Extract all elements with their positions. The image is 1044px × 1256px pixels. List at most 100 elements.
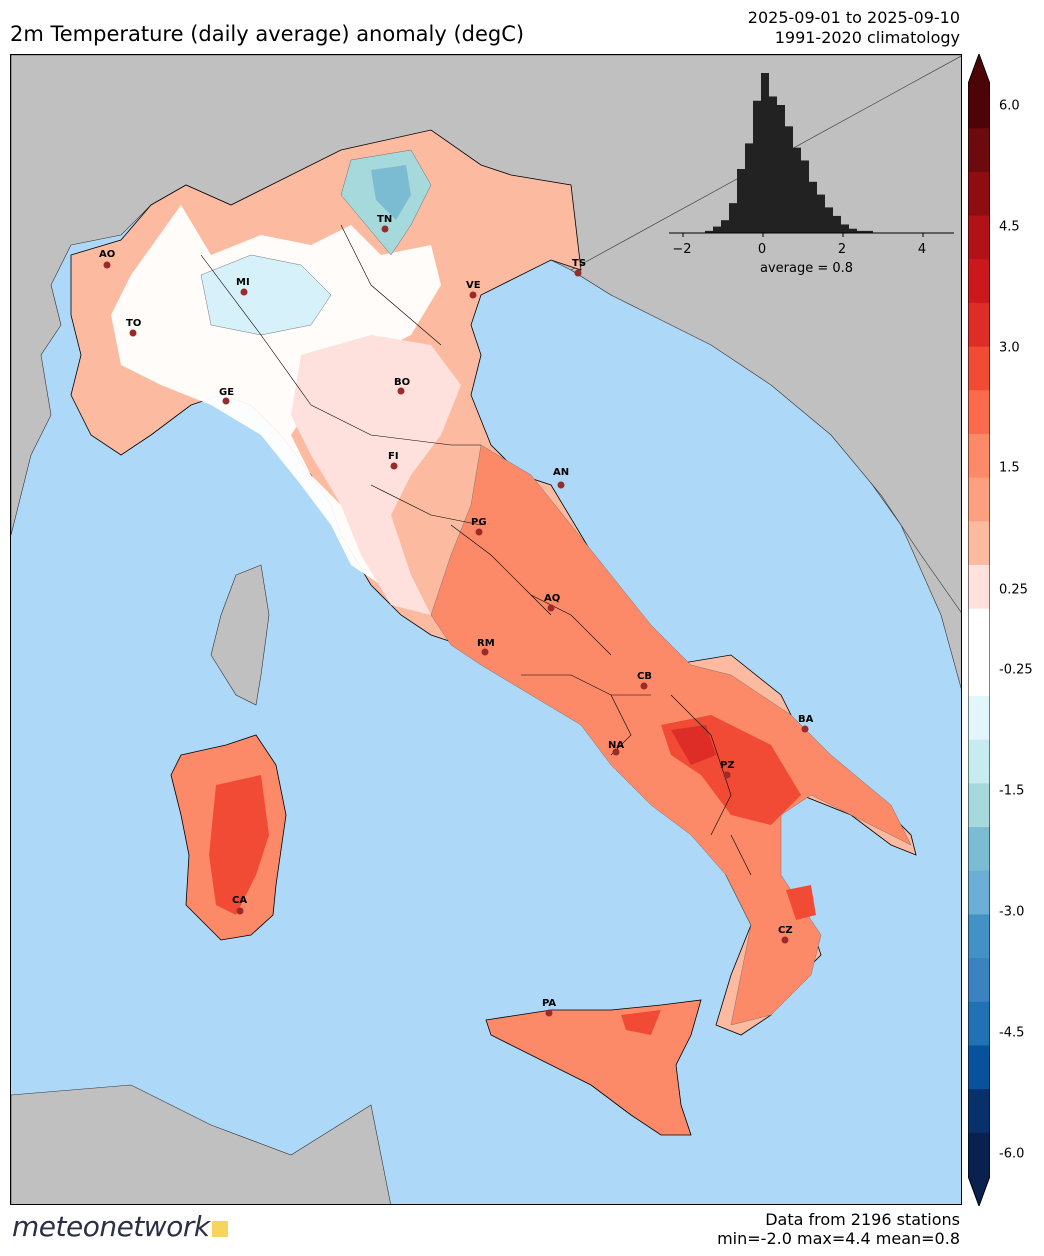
histogram-bar: [761, 73, 769, 233]
city-CB: CB: [637, 671, 652, 690]
colorbar-tick-label: -6.0: [999, 1146, 1025, 1162]
svg-text:CA: CA: [232, 895, 247, 906]
city-AO: AO: [99, 249, 115, 269]
city-GE: GE: [219, 387, 234, 405]
colorbar-segment: [968, 389, 990, 434]
period-range: 2025-09-01 to 2025-09-10: [747, 8, 960, 27]
city-CA: CA: [232, 895, 247, 915]
colorbar-segment: [968, 171, 990, 216]
histogram-bar: [849, 228, 857, 233]
colorbar-segment: [968, 520, 990, 565]
colorbar-segment: [968, 695, 990, 740]
anomaly-histogram: [669, 73, 954, 237]
colorbar-segment: [968, 957, 990, 1002]
svg-text:FI: FI: [388, 451, 399, 462]
station-stats: min=-2.0 max=4.4 mean=0.8: [717, 1229, 960, 1248]
city-TO: TO: [126, 318, 141, 337]
histogram-bar: [713, 226, 721, 233]
svg-text:GE: GE: [219, 387, 234, 398]
colorbar-segment: [968, 564, 990, 609]
city-RM: RM: [477, 638, 495, 656]
histogram-bar: [857, 230, 865, 233]
colorbar-segment: [968, 127, 990, 172]
histogram-bar: [865, 230, 873, 233]
colorbar-segment: [968, 913, 990, 959]
city-AN: AN: [553, 467, 569, 489]
corsica: [210, 564, 270, 706]
colorbar-segment: [968, 608, 990, 653]
anomaly-pink-band: [291, 335, 461, 615]
svg-text:RM: RM: [477, 638, 495, 649]
city-NA: NA: [608, 740, 624, 756]
sardinia-hotspot: [209, 775, 269, 915]
histogram-bar: [753, 100, 761, 233]
colorbar-segment: [968, 258, 990, 303]
colorbar-segment: [968, 739, 990, 784]
city-PA: PA: [542, 998, 556, 1017]
city-PZ: PZ: [720, 760, 735, 779]
anomaly-hotspot-core: [671, 725, 716, 765]
colorbar-tick-label: 3.0: [999, 340, 1020, 356]
anomaly-negative-mi: [200, 254, 332, 336]
histogram-bar: [785, 126, 793, 233]
histogram-bar: [769, 96, 777, 233]
map-canvas: AO TO MI GE TN VE TS BO FI AN PG AQ RM C…: [11, 55, 961, 1204]
colorbar-segment: [968, 651, 990, 697]
colorbar-tick-label: 4.5: [999, 219, 1020, 235]
svg-text:AO: AO: [99, 249, 115, 260]
colorbar-segment: [968, 346, 990, 391]
svg-text:AQ: AQ: [544, 593, 560, 604]
histogram-bar: [833, 215, 841, 233]
colorbar-segment: [968, 84, 990, 129]
map-title: 2m Temperature (daily average) anomaly (…: [10, 22, 525, 46]
svg-text:PG: PG: [471, 517, 487, 528]
colorbar-extend-min: [968, 1176, 990, 1206]
histogram-bar: [737, 169, 745, 233]
colorbar-segment: [968, 1044, 990, 1090]
histogram-bar: [809, 181, 817, 233]
histogram-tick-label: 2: [837, 242, 847, 257]
anomaly-strong-negative-tn: [371, 165, 411, 220]
histogram-bar: [705, 230, 713, 233]
city-BO: BO: [394, 377, 410, 395]
histogram-bar: [793, 147, 801, 233]
svg-text:PZ: PZ: [720, 760, 735, 771]
histogram-tick-label: −2: [672, 242, 692, 257]
anomaly-neutral-zone: [111, 205, 441, 585]
colorbar-segment: [968, 433, 990, 478]
svg-text:PA: PA: [542, 998, 556, 1009]
colorbar-tick-label: -0.25: [999, 662, 1033, 678]
colorbar-extend-max: [968, 54, 990, 84]
colorbar-tick-label: -4.5: [999, 1025, 1025, 1041]
sicily: [485, 999, 702, 1136]
svg-text:CZ: CZ: [778, 925, 793, 936]
histogram-bar: [841, 224, 849, 233]
city-CZ: CZ: [778, 925, 793, 944]
histogram-bar: [801, 160, 809, 233]
svg-text:MI: MI: [236, 277, 250, 288]
city-PG: PG: [471, 517, 487, 536]
colorbar-segment: [968, 1001, 990, 1046]
svg-text:CB: CB: [637, 671, 652, 682]
colorbar-segment: [968, 302, 990, 347]
svg-text:AN: AN: [553, 467, 569, 478]
colorbar-tick-label: 6.0: [999, 98, 1020, 114]
histogram-bar: [745, 143, 753, 233]
colorbar-segment: [968, 1088, 990, 1133]
anomaly-map: AO TO MI GE TN VE TS BO FI AN PG AQ RM C…: [10, 54, 962, 1205]
histogram-tick-label: 0: [757, 242, 767, 257]
land-africa: [11, 1084, 391, 1204]
climatology-label: 1991-2020 climatology: [774, 28, 960, 47]
city-AQ: AQ: [544, 593, 560, 612]
regional-borders: [200, 224, 752, 876]
sicily-hotspot: [621, 1010, 661, 1035]
colorbar-segment: [968, 870, 990, 915]
city-TN: TN: [377, 214, 392, 233]
colorbar-segment: [968, 826, 990, 871]
svg-text:VE: VE: [466, 280, 481, 291]
colorbar-segment: [968, 782, 990, 828]
colorbar-segment: [968, 1132, 990, 1177]
colorbar-segment: [968, 477, 990, 522]
svg-text:NA: NA: [608, 740, 624, 751]
histogram-bar: [729, 203, 737, 233]
